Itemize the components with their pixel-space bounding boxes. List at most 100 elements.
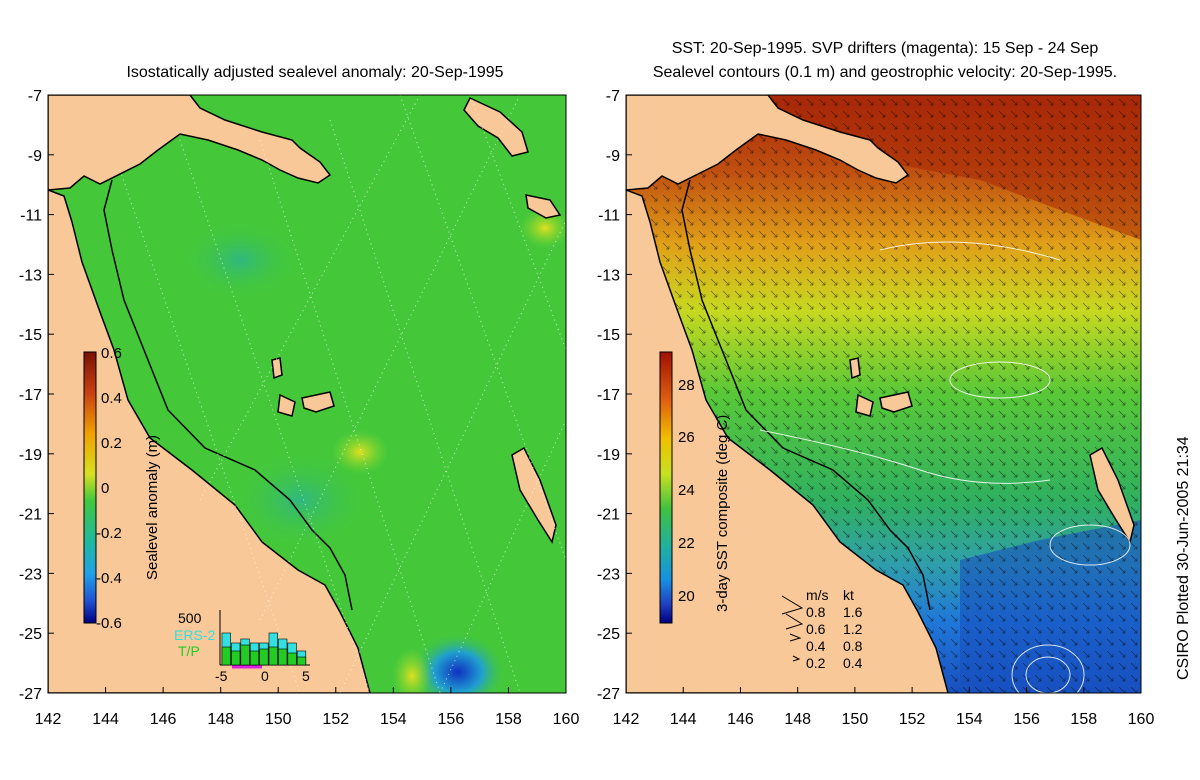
velocity-arrow-glyph (789, 633, 802, 642)
x-axis-tick-label: 144 (670, 711, 697, 728)
y-axis-tick-label: -13 (597, 267, 620, 284)
left-land-australia (48, 189, 371, 693)
velocity-scale-legend: m/s kt 0.8 1.6 0.6 1.2 0.4 0.8 0.2 0.4 (781, 587, 863, 671)
y-axis-tick-label: -21 (597, 507, 620, 524)
x-axis-tick-label: 146 (150, 711, 177, 728)
left-panel-title: Isostatically adjusted sealevel anomaly:… (126, 64, 504, 81)
right-land-australia (626, 189, 949, 693)
histogram-legend-tp: T/P (178, 643, 200, 659)
histogram-bar-tp (296, 656, 307, 666)
left-map-panel (48, 95, 566, 693)
right-map-panel (626, 95, 1141, 693)
y-axis-tick-label: -25 (597, 626, 620, 643)
velocity-row-ms: 0.6 (806, 621, 826, 637)
y-axis-tick-label: -25 (19, 626, 42, 643)
right-panel-title-line-2: Sealevel contours (0.1 m) and geostrophi… (652, 64, 1118, 81)
right-land-png (626, 95, 910, 191)
y-axis-tick-label: -23 (597, 566, 620, 583)
sst-colorbar-label: 3-day SST composite (deg C) (714, 415, 731, 612)
x-axis-tick-label: 150 (265, 711, 292, 728)
histogram-bar-tp (221, 646, 231, 666)
histogram-bar-tp (287, 652, 297, 666)
sst-colorbar (659, 351, 673, 624)
x-axis-tick-label: 156 (1013, 711, 1040, 728)
sst-tick-label: 24 (678, 482, 695, 499)
x-axis-tick-label: 150 (842, 711, 869, 728)
y-axis-tick-label: -27 (19, 686, 42, 703)
x-axis-tick-label: 154 (956, 711, 983, 728)
sla-colorbar-ticks: 0.6 0.4 0.2 0 -0.2 -0.4 -0.6 (96, 345, 122, 632)
right-reef-outline (681, 179, 931, 611)
velocity-arrow-glyph (781, 595, 804, 615)
right-panel-title-line-1: SST: 20-Sep-1995. SVP drifters (magenta)… (671, 40, 1099, 57)
y-axis-tick-label: -7 (606, 88, 620, 105)
histogram-bar-tp (268, 646, 278, 666)
sla-high-yellow (392, 648, 432, 693)
sst-colorbar-ticks: 28 26 24 22 20 (678, 377, 695, 605)
left-island-new-caledonia (511, 446, 557, 544)
sla-tick-label: 0.4 (101, 390, 122, 407)
y-axis-tick-label: -11 (598, 208, 620, 225)
y-axis-tick-label: -21 (19, 507, 42, 524)
y-axis-tick-label: -19 (19, 447, 42, 464)
right-chesterfield-reefs (849, 357, 913, 417)
velocity-arrow-glyph (785, 613, 804, 630)
x-axis-tick-label: 152 (899, 711, 926, 728)
sla-colorbar-label: Sealevel anomaly (m) (144, 435, 161, 580)
sst-tick-label: 22 (678, 535, 695, 552)
y-axis-tick-label: -15 (19, 327, 42, 344)
sla-cool-patch-2 (230, 450, 370, 550)
velocity-row-kt: 0.8 (843, 638, 863, 654)
x-axis-tick-label: 146 (727, 711, 754, 728)
sla-cool-patch-1 (180, 220, 300, 300)
x-axis-tick-label: 154 (380, 711, 407, 728)
y-axis-tick-label: -9 (28, 148, 42, 165)
x-axis-tick-label: 152 (322, 711, 349, 728)
x-axis-tick-label: 160 (553, 711, 580, 728)
sla-tick-label: 0.2 (101, 435, 122, 452)
left-island-new-britain (463, 97, 529, 157)
left-land-png (48, 95, 332, 191)
x-axis-tick-label: 142 (35, 711, 62, 728)
y-axis-tick-label: -17 (597, 387, 620, 404)
y-axis-tick-label: -27 (597, 686, 620, 703)
sla-low-blue (410, 632, 506, 693)
sla-high-east (520, 208, 566, 248)
velocity-row-kt: 1.6 (843, 604, 863, 620)
sst-tick-label: 20 (678, 588, 695, 605)
histogram-tick-label: -5 (215, 668, 228, 684)
y-axis-tick-label: -15 (597, 327, 620, 344)
left-chesterfield-reefs (271, 357, 335, 417)
altimeter-tracks (119, 95, 566, 693)
y-axis-tick-label: -19 (597, 447, 620, 464)
y-axis-tick-label: -7 (28, 88, 42, 105)
velocity-row-kt: 1.2 (843, 621, 863, 637)
histogram-ymax-label: 500 (178, 610, 202, 626)
y-axis-tick-label: -11 (20, 208, 42, 225)
y-axis-tick-label: -9 (606, 148, 620, 165)
velocity-header-kt: kt (843, 587, 854, 603)
histogram-bar-tp (231, 650, 241, 666)
velocity-row-ms: 0.2 (806, 655, 826, 671)
y-axis-tick-label: -13 (19, 267, 42, 284)
histogram-tick-label: 0 (261, 668, 269, 684)
x-axis-tick-label: 148 (207, 711, 234, 728)
histogram-tick-label: 5 (302, 668, 310, 684)
velocity-row-ms: 0.4 (806, 638, 826, 654)
sla-tick-label: -0.2 (96, 525, 122, 542)
x-axis-tick-label: 158 (495, 711, 522, 728)
x-axis-tick-label: 144 (92, 711, 119, 728)
velocity-row-ms: 0.8 (806, 604, 826, 620)
y-axis-tick-label: -17 (19, 387, 42, 404)
velocity-header-ms: m/s (806, 587, 829, 603)
right-island-new-caledonia (1089, 446, 1135, 544)
histogram-legend-ers2: ERS-2 (174, 627, 215, 643)
velocity-row-kt: 0.4 (843, 655, 863, 671)
histogram-bars (221, 632, 307, 666)
histogram-bar-tp (249, 650, 260, 666)
sla-tick-label: -0.6 (96, 615, 122, 632)
x-axis-tick-label: 160 (1128, 711, 1155, 728)
x-axis-tick-label: 148 (784, 711, 811, 728)
axis-tick-labels: 142 144 146 148 150 152 154 156 158 160 -7 -9 -11 -13… (19, 88, 1155, 728)
